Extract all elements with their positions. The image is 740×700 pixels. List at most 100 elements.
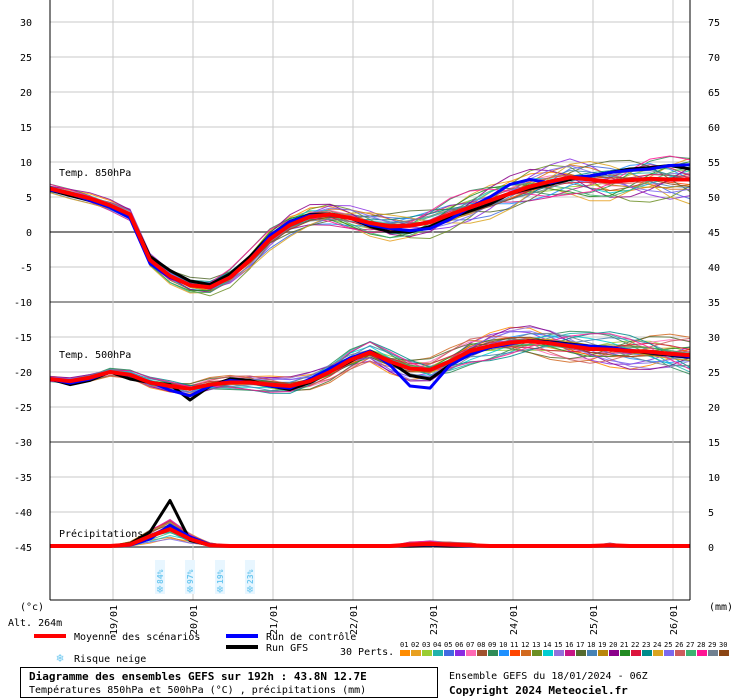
perturbation-color-swatch [708, 650, 718, 656]
perturbation-color-swatch [444, 650, 454, 656]
perturbation-id-label: 21 [620, 641, 628, 649]
main-series-lines [49, 163, 691, 548]
perturbation-id-label: 09 [488, 641, 496, 649]
left-tick-label: -25 [14, 403, 32, 414]
perturbation-id-label: 19 [598, 641, 606, 649]
perturbation-color-swatch [631, 650, 641, 656]
right-tick-label: 45 [708, 228, 720, 239]
perturbation-id-label: 29 [708, 641, 716, 649]
perturbation-color-swatch [400, 650, 410, 656]
left-tick-label: 30 [20, 18, 32, 29]
right-tick-label: 55 [708, 158, 720, 169]
left-tick-label: -30 [14, 438, 32, 449]
snow-risk-pct: 23% [246, 569, 255, 584]
snow-risk-bar [154, 560, 165, 594]
perturbation-color-swatch [598, 650, 608, 656]
perturbation-id-label: 02 [411, 641, 419, 649]
right-tick-label: 20 [708, 403, 720, 414]
perturbation-color-swatch [543, 650, 553, 656]
left-tick-label: -45 [14, 543, 32, 554]
snowflake-icon: ❄ [247, 583, 254, 596]
x-tick-label: 21/01 [269, 605, 280, 635]
left-tick-label: -10 [14, 298, 32, 309]
snow-risk-markers: 84%❄97%❄19%❄23%❄ [154, 560, 255, 596]
right-tick-label: 15 [708, 438, 720, 449]
perturbation-color-swatch [554, 650, 564, 656]
legend-label: Run de contrôle [266, 631, 356, 643]
perturbation-color-swatch [587, 650, 597, 656]
right-tick-label: 5 [708, 508, 714, 519]
perturbation-color-swatch [565, 650, 575, 656]
perturbation-id-label: 16 [565, 641, 573, 649]
panel-label: Temp. 500hPa [59, 350, 131, 361]
snow-risk-bar [214, 560, 225, 594]
perturbation-color-swatch [675, 650, 685, 656]
perturbation-id-label: 05 [444, 641, 452, 649]
x-tick-label: 25/01 [589, 605, 600, 635]
perturbation-id-label: 15 [554, 641, 562, 649]
left-tick-label: -35 [14, 473, 32, 484]
legend-label: Moyenne des scénarios [74, 631, 200, 643]
perturbation-color-swatch [576, 650, 586, 656]
perturbation-color-swatch [686, 650, 696, 656]
snowflake-icon: ❄ [157, 583, 164, 596]
perturbation-500-line [49, 330, 691, 394]
perturbation-500-line [49, 333, 691, 393]
x-tick-label: 23/01 [429, 605, 440, 635]
x-tick-label: 24/01 [509, 605, 520, 635]
snowflake-icon: ❄ [56, 651, 63, 665]
perturbation-color-swatch [719, 650, 729, 656]
snow-risk-pct: 19% [216, 569, 225, 584]
perturbation-color-swatch [422, 650, 432, 656]
left-tick-label: 10 [20, 158, 32, 169]
x-tick-label: 20/01 [189, 605, 200, 635]
snowflake-icon: ❄ [217, 583, 224, 596]
perturbation-color-swatch [466, 650, 476, 656]
perturbation-id-label: 22 [631, 641, 639, 649]
snow-risk-pct: 97% [186, 569, 195, 584]
perturbation-color-swatch [609, 650, 619, 656]
series-1-t850-line [49, 163, 690, 290]
perturbation-color-swatch [697, 650, 707, 656]
left-tick-label: 25 [20, 53, 32, 64]
perturbation-id-label: 27 [686, 641, 694, 649]
perturbation-color-swatch [477, 650, 487, 656]
x-tick-label: 19/01 [109, 605, 120, 635]
perturbation-color-swatch [488, 650, 498, 656]
right-tick-label: 70 [708, 53, 720, 64]
left-tick-label: 20 [20, 88, 32, 99]
footer-title: Diagramme des ensembles GEFS sur 192h : … [29, 670, 367, 683]
perturbation-id-label: 18 [587, 641, 595, 649]
perturbations-label: 30 Perts. [340, 647, 394, 658]
perturbation-500-line [49, 335, 690, 389]
perturbation-id-label: 13 [532, 641, 540, 649]
series-0-t500-line [49, 339, 691, 391]
credits: Ensemble GEFS du 18/01/2024 - 06Z Copyri… [449, 670, 648, 699]
panel-label: Précipitations [59, 528, 143, 540]
legend-snow-label: Risque neige [74, 654, 146, 665]
perturbation-color-swatch [510, 650, 520, 656]
right-tick-label: 30 [708, 333, 720, 344]
perturbation-850-line [49, 158, 690, 290]
legend-label: Run GFS [266, 643, 308, 654]
perturbation-color-swatch [620, 650, 630, 656]
perturbation-color-swatch [532, 650, 542, 656]
perturbation-id-label: 17 [576, 641, 584, 649]
perturbation-id-label: 11 [510, 641, 518, 649]
perturbation-color-swatch [642, 650, 652, 656]
perturbation-id-label: 26 [675, 641, 683, 649]
left-tick-label: -40 [14, 508, 32, 519]
snow-risk-bar [244, 560, 255, 594]
perturbation-color-swatch [455, 650, 465, 656]
snowflake-icon: ❄ [187, 583, 194, 596]
snow-risk-pct: 84% [156, 569, 165, 584]
perturbation-id-label: 04 [433, 641, 441, 649]
right-tick-label: 35 [708, 298, 720, 309]
perturbation-id-label: 24 [653, 641, 661, 649]
perturbation-id-label: 01 [400, 641, 408, 649]
perturbation-id-label: 28 [697, 641, 705, 649]
right-tick-label: 25 [708, 368, 720, 379]
series-0-precip-line [50, 527, 690, 548]
perturbation-color-swatch [521, 650, 531, 656]
